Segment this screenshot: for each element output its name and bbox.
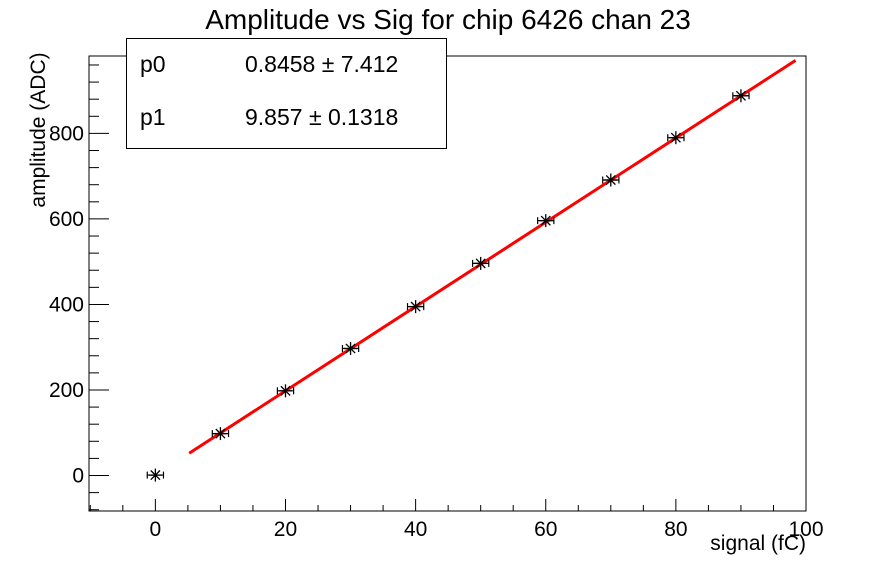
x-axis-title: signal (fC) <box>710 532 806 555</box>
data-point-marker <box>670 132 681 143</box>
fit-param-name: p1 <box>140 104 166 130</box>
data-points <box>146 89 750 482</box>
data-point-marker <box>410 301 421 312</box>
stats-row-p0: p0 0.8458 ± 7.412 <box>140 52 440 76</box>
data-point <box>211 427 230 441</box>
plot-frame <box>88 55 807 512</box>
data-point <box>276 384 295 398</box>
data-point-marker <box>605 174 616 186</box>
data-point-marker <box>540 215 551 226</box>
chart-title: Amplitude vs Sig for chip 6426 chan 23 <box>205 4 691 35</box>
y-axis: 0 200 400 600 800 <box>49 64 109 511</box>
x-tick-label: 100 <box>788 518 823 541</box>
x-tick-label: 0 <box>150 518 162 541</box>
stats-box: p0 0.8458 ± 7.412 p1 9.857 ± 0.1318 <box>126 38 447 149</box>
y-tick-label: 400 <box>49 293 84 316</box>
y-tick-label: 600 <box>49 208 84 231</box>
fit-line-group <box>188 59 797 455</box>
x-tick-label: 60 <box>534 518 557 541</box>
data-point <box>406 300 425 314</box>
x-tick-label: 80 <box>664 518 687 541</box>
data-point-marker <box>150 470 161 481</box>
data-point <box>146 468 165 482</box>
y-tick-label: 200 <box>49 379 84 402</box>
data-point <box>667 131 685 145</box>
fit-param-name: p0 <box>140 51 166 77</box>
y-tick-label: 0 <box>72 465 84 488</box>
data-point-marker <box>475 258 486 269</box>
data-point-marker <box>345 343 356 354</box>
x-tick-label: 20 <box>274 518 297 541</box>
fit-param-value: 9.857 ± 0.1318 <box>245 104 399 130</box>
data-point <box>537 214 555 228</box>
data-point-marker <box>280 385 291 396</box>
x-tick-label: 40 <box>404 518 427 541</box>
y-tick-label: 800 <box>49 122 84 145</box>
x-axis: 0 20 40 60 80 100 <box>89 499 824 541</box>
fit-param-value: 0.8458 ± 7.412 <box>245 51 399 77</box>
y-axis-title: amplitude (ADC) <box>27 52 50 207</box>
stats-row-p1: p1 9.857 ± 0.1318 <box>140 105 440 129</box>
fit-line <box>188 59 797 455</box>
data-point <box>732 89 750 103</box>
data-point-marker <box>215 428 226 439</box>
data-point <box>602 173 620 187</box>
data-point <box>471 256 490 270</box>
data-point <box>341 342 360 355</box>
data-point-marker <box>735 90 746 101</box>
